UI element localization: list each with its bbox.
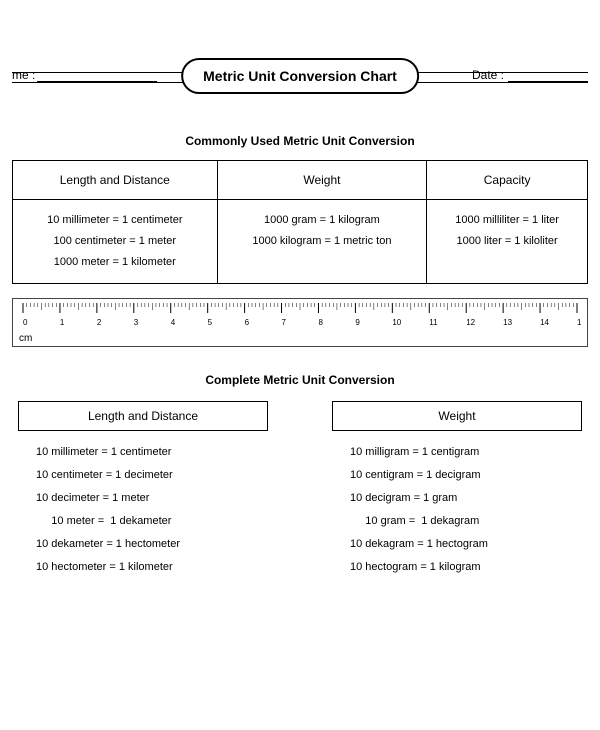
date-underline[interactable] — [508, 68, 588, 82]
complete-left: Length and Distance 10 millimeter = 1 ce… — [18, 401, 268, 580]
list-item: 10 centigram = 1 decigram — [350, 464, 582, 487]
svg-text:14: 14 — [540, 318, 549, 327]
list-item: 10 hectometer = 1 kilometer — [36, 556, 268, 579]
svg-text:4: 4 — [171, 318, 176, 327]
page: me : Metric Unit Conversion Chart Date :… — [0, 0, 600, 579]
section2-title: Complete Metric Unit Conversion — [12, 373, 588, 387]
date-label: Date : — [472, 68, 504, 82]
svg-text:8: 8 — [318, 318, 323, 327]
summary-line: 1000 meter = 1 kilometer — [19, 252, 211, 273]
svg-text:11: 11 — [429, 318, 438, 327]
list-item: 10 hectogram = 1 kilogram — [350, 556, 582, 579]
summary-body-row: 10 millimeter = 1 centimeter 100 centime… — [13, 200, 588, 284]
summary-line: 1000 kilogram = 1 metric ton — [224, 231, 421, 252]
svg-text:0: 0 — [23, 318, 28, 327]
svg-text:9: 9 — [355, 318, 360, 327]
list-item: 10 centimeter = 1 decimeter — [36, 464, 268, 487]
list-item: 10 dekameter = 1 hectometer — [36, 533, 268, 556]
list-item: 10 millimeter = 1 centimeter — [36, 441, 268, 464]
summary-line: 1000 liter = 1 kiloliter — [433, 231, 581, 252]
summary-table: Length and Distance Weight Capacity 10 m… — [12, 160, 588, 284]
list-item: 10 meter = 1 dekameter — [36, 510, 268, 533]
complete-right-body: 10 milligram = 1 centigram10 centigram =… — [332, 431, 582, 580]
complete-right: Weight 10 milligram = 1 centigram10 cent… — [332, 401, 582, 580]
svg-text:12: 12 — [466, 318, 475, 327]
list-item: 10 milligram = 1 centigram — [350, 441, 582, 464]
summary-cell-weight: 1000 gram = 1 kilogram 1000 kilogram = 1… — [217, 200, 427, 284]
name-underline[interactable] — [37, 68, 157, 82]
ruler: 0123456789101112131415 cm — [12, 298, 588, 347]
summary-line: 100 centimeter = 1 meter — [19, 231, 211, 252]
summary-line: 1000 gram = 1 kilogram — [224, 210, 421, 231]
summary-line: 10 millimeter = 1 centimeter — [19, 210, 211, 231]
list-item: 10 decigram = 1 gram — [350, 487, 582, 510]
summary-cell-capacity: 1000 milliliter = 1 liter 1000 liter = 1… — [427, 200, 588, 284]
svg-text:3: 3 — [134, 318, 139, 327]
date-field: Date : — [472, 68, 588, 82]
ruler-unit-label: cm — [19, 333, 581, 344]
header-row: me : Metric Unit Conversion Chart Date : — [12, 58, 588, 114]
summary-line: 1000 milliliter = 1 liter — [433, 210, 581, 231]
section1-title: Commonly Used Metric Unit Conversion — [12, 134, 588, 148]
svg-text:13: 13 — [503, 318, 512, 327]
svg-text:1: 1 — [60, 318, 65, 327]
name-field: me : — [12, 68, 157, 82]
name-label: me : — [12, 68, 35, 82]
summary-header-row: Length and Distance Weight Capacity — [13, 161, 588, 200]
svg-text:15: 15 — [577, 318, 581, 327]
list-item: 10 gram = 1 dekagram — [350, 510, 582, 533]
svg-text:2: 2 — [97, 318, 102, 327]
complete-columns: Length and Distance 10 millimeter = 1 ce… — [18, 401, 582, 580]
page-title: Metric Unit Conversion Chart — [181, 58, 419, 94]
summary-col-length: Length and Distance — [13, 161, 218, 200]
summary-col-capacity: Capacity — [427, 161, 588, 200]
list-item: 10 dekagram = 1 hectogram — [350, 533, 582, 556]
summary-cell-length: 10 millimeter = 1 centimeter 100 centime… — [13, 200, 218, 284]
list-item: 10 decimeter = 1 meter — [36, 487, 268, 510]
complete-left-body: 10 millimeter = 1 centimeter10 centimete… — [18, 431, 268, 580]
svg-text:7: 7 — [282, 318, 287, 327]
summary-col-weight: Weight — [217, 161, 427, 200]
complete-left-header: Length and Distance — [18, 401, 268, 431]
ruler-graphic: 0123456789101112131415 — [19, 303, 581, 331]
svg-text:10: 10 — [392, 318, 401, 327]
svg-text:5: 5 — [208, 318, 213, 327]
svg-text:6: 6 — [245, 318, 250, 327]
complete-right-header: Weight — [332, 401, 582, 431]
